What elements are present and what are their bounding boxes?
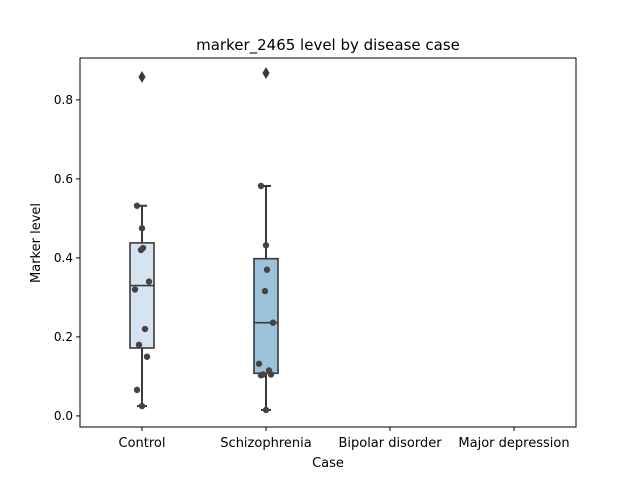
plot-area — [79, 57, 577, 428]
box-schizophrenia — [253, 67, 279, 412]
data-point — [257, 182, 265, 190]
y-tick-label: 0.4 — [54, 251, 73, 265]
data-point — [131, 286, 139, 293]
y-tick-label: 0.2 — [54, 330, 73, 344]
data-point — [262, 242, 270, 249]
data-point — [261, 287, 269, 295]
x-tick-label: Bipolar disorder — [338, 436, 442, 451]
x-tick-label: Major depression — [458, 436, 569, 451]
data-point — [255, 360, 263, 367]
box-control — [129, 70, 155, 408]
data-point — [138, 225, 146, 232]
outlier-marker — [138, 70, 146, 83]
y-axis-label: Marker level — [29, 203, 44, 283]
iqr-box — [253, 257, 279, 375]
data-point — [269, 319, 277, 326]
x-axis-label: Case — [312, 456, 344, 471]
data-point — [133, 202, 141, 209]
data-point — [139, 244, 147, 252]
y-tick-label: 0.8 — [54, 93, 73, 107]
x-tick-label: Schizophrenia — [220, 436, 311, 451]
data-point — [145, 278, 153, 285]
y-tick-label: 0.0 — [54, 409, 73, 423]
iqr-box — [129, 242, 155, 349]
chart-title: marker_2465 level by disease case — [196, 36, 460, 55]
y-axis: 0.0 0.2 0.4 0.6 0.8 — [54, 93, 80, 423]
outlier-marker — [262, 67, 270, 79]
data-point — [138, 402, 146, 410]
data-point — [133, 386, 141, 394]
strip-points — [131, 182, 277, 414]
x-tick-label: Control — [119, 436, 166, 451]
data-point — [262, 406, 270, 414]
data-point — [141, 325, 149, 333]
data-point — [135, 341, 143, 349]
x-axis: Control Schizophrenia Bipolar disorder Majo… — [119, 427, 570, 451]
data-point — [259, 371, 267, 378]
data-point — [265, 367, 273, 374]
data-point — [143, 353, 151, 360]
box-series — [129, 67, 279, 412]
y-tick-label: 0.6 — [54, 172, 73, 186]
data-point — [263, 266, 271, 273]
